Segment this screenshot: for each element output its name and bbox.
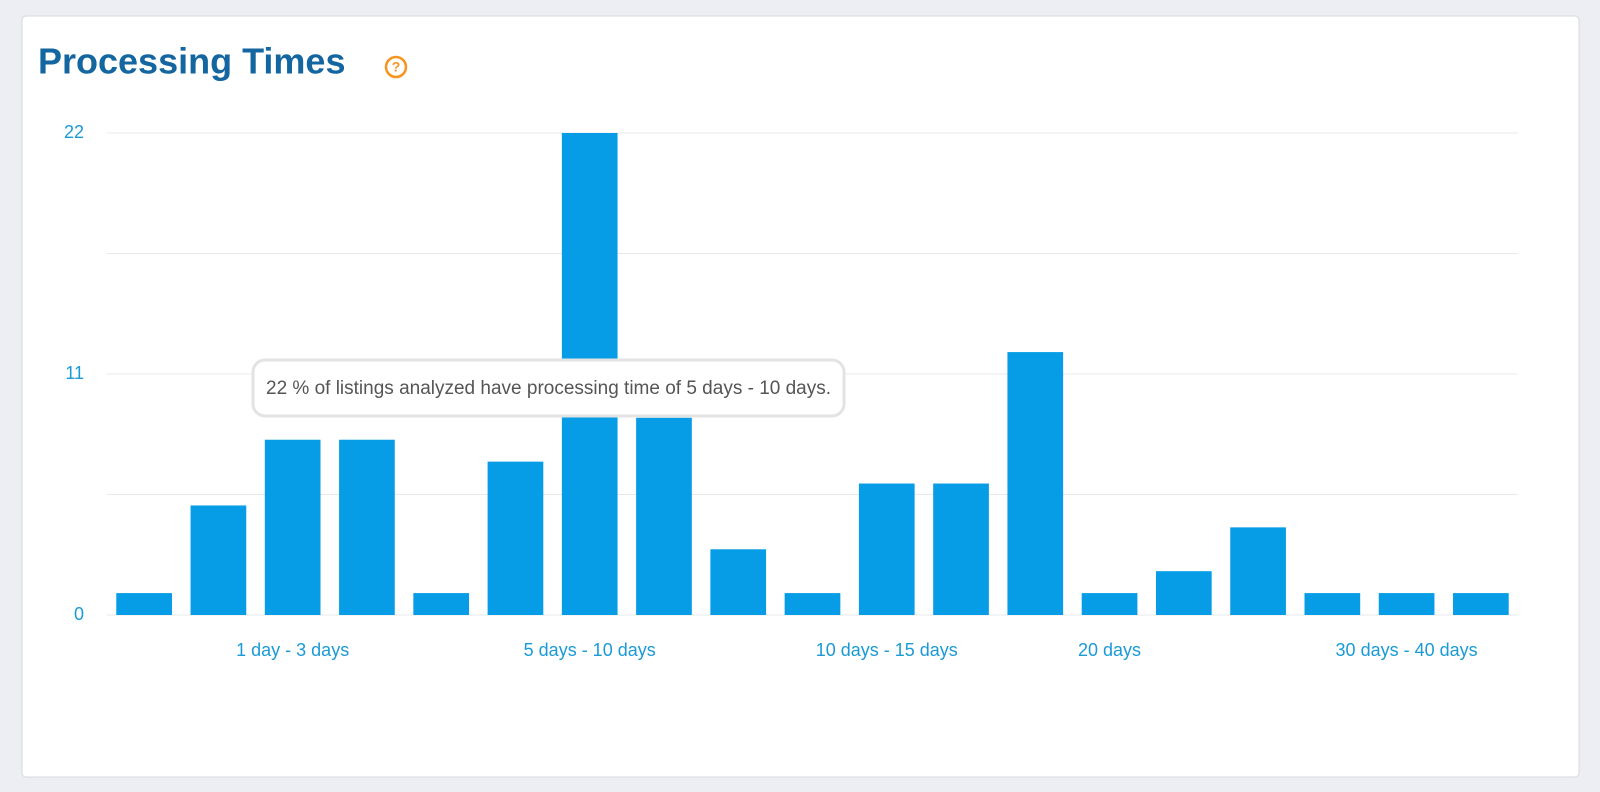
bar xyxy=(784,593,841,615)
x-tick-label: 5 days - 10 days xyxy=(524,640,656,660)
x-tick-label: 30 days - 40 days xyxy=(1336,640,1478,660)
x-tick-label: 1 day - 3 days xyxy=(236,640,349,660)
bar xyxy=(1304,593,1361,615)
plot: 0 11 22 1 day - 3 days 5 days - 10 days 10 da… xyxy=(64,122,1518,660)
bar xyxy=(1230,527,1286,615)
help-mark: ? xyxy=(392,59,401,75)
x-tick-label: 10 days - 15 days xyxy=(816,640,958,660)
bar xyxy=(933,483,989,615)
help-icon[interactable]: ? xyxy=(384,55,408,79)
bar xyxy=(1155,571,1212,615)
bar xyxy=(710,549,767,615)
y-tick-label: 0 xyxy=(74,604,84,624)
y-tick-label: 22 xyxy=(64,122,84,142)
chart-title: Processing Times xyxy=(38,41,345,82)
bar xyxy=(636,417,692,615)
bar xyxy=(116,593,172,615)
bar xyxy=(413,593,470,615)
bar xyxy=(339,439,395,615)
tooltip-text: 22 % of listings analyzed have processin… xyxy=(266,378,831,399)
x-tick-label: 20 days xyxy=(1078,640,1141,660)
bar xyxy=(1378,593,1435,615)
tooltip: 22 % of listings analyzed have processin… xyxy=(251,358,846,418)
tooltip-box xyxy=(251,358,846,418)
bar xyxy=(858,483,915,615)
bar xyxy=(1007,352,1064,615)
y-tick-label: 11 xyxy=(65,363,84,383)
bar xyxy=(487,461,544,615)
bar xyxy=(1081,593,1138,615)
bar xyxy=(1453,593,1509,615)
help-circle xyxy=(384,55,408,79)
bar xyxy=(190,505,247,615)
bar xyxy=(264,439,321,615)
